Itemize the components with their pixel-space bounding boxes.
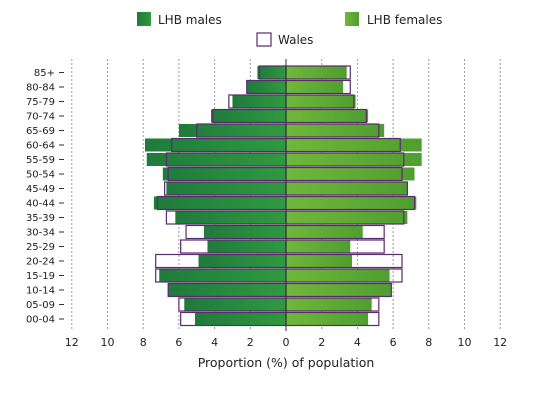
bar-male [168,283,286,297]
x-tick-label: 12 [493,336,507,349]
x-tick-label: 6 [175,336,182,349]
bar-male [211,109,286,123]
bar-female [286,124,385,137]
bar-female [286,254,353,268]
legend-swatch-males [137,12,151,26]
bar-female [286,109,369,123]
age-label: 45-49 [26,184,55,195]
bar-male [198,254,286,268]
bar-female [286,95,356,108]
bar-female [286,240,351,253]
age-group-labels: 85+ 80-84 75-79 70-74 65-69 60-64 55-59 50-54 45… [26,68,64,326]
bar-female [286,211,408,224]
bar-female [286,283,392,297]
bar-male [146,153,286,166]
age-label: 15-19 [26,271,55,282]
bar-male [166,182,286,195]
bar-female [286,66,347,79]
age-label: 85+ [34,68,55,79]
bar-male [257,66,286,79]
x-tick-label: 4 [354,336,361,349]
bar-male [162,167,286,181]
bar-female [286,225,363,239]
age-label: 25-29 [26,242,55,253]
legend-label-males: LHB males [158,13,222,27]
bar-male [246,80,286,94]
bar-female [286,138,422,152]
x-tick-label: 2 [247,336,254,349]
age-label: 70-74 [26,112,55,123]
age-label: 60-64 [26,141,55,152]
age-label: 10-14 [26,286,55,297]
bar-female [286,153,422,166]
bar-female [286,167,415,181]
age-label: 20-24 [26,257,55,268]
x-tick-label: 6 [390,336,397,349]
age-label: 80-84 [26,83,55,94]
age-label: 65-69 [26,126,55,137]
age-label: 30-34 [26,228,55,239]
x-tick-label: 0 [283,336,290,349]
age-label: 35-39 [26,213,55,224]
bar-male [232,95,286,108]
x-tick-label: 10 [458,336,472,349]
bar-male [184,298,286,311]
bar-male [178,124,286,137]
legend-label-females: LHB females [367,13,442,27]
age-label: 05-09 [26,300,55,311]
bars [144,66,422,326]
legend-swatch-females [345,12,359,26]
legend-label-wales: Wales [278,33,313,47]
age-label: 55-59 [26,155,55,166]
age-label: 00-04 [26,315,55,326]
age-label: 75-79 [26,97,55,108]
x-tick-label: 10 [101,336,115,349]
x-tick-label: 2 [318,336,325,349]
bar-female [286,196,417,210]
legend-swatch-wales [256,32,272,47]
age-label: 40-44 [26,199,55,210]
bar-female [286,182,408,195]
bar-male [207,240,286,253]
x-tick-label: 8 [140,336,147,349]
bar-female [286,269,390,282]
bar-male [203,225,286,239]
x-axis-label: Proportion (%) of population [198,355,375,370]
bar-female [286,312,369,326]
x-tick-label: 12 [65,336,79,349]
age-label: 50-54 [26,170,55,181]
bar-female [286,298,372,311]
bar-male [175,211,286,224]
legend: LHB males LHB females Wales [137,12,442,47]
bar-male [194,312,286,326]
bar-male [153,196,286,210]
bar-male [159,269,286,282]
bar-male [144,138,286,152]
x-tick-label: 8 [425,336,432,349]
bar-female [286,80,344,94]
x-tick-labels: 12 10 8 6 4 2 0 2 4 6 8 10 12 [65,336,507,349]
x-tick-label: 4 [211,336,218,349]
